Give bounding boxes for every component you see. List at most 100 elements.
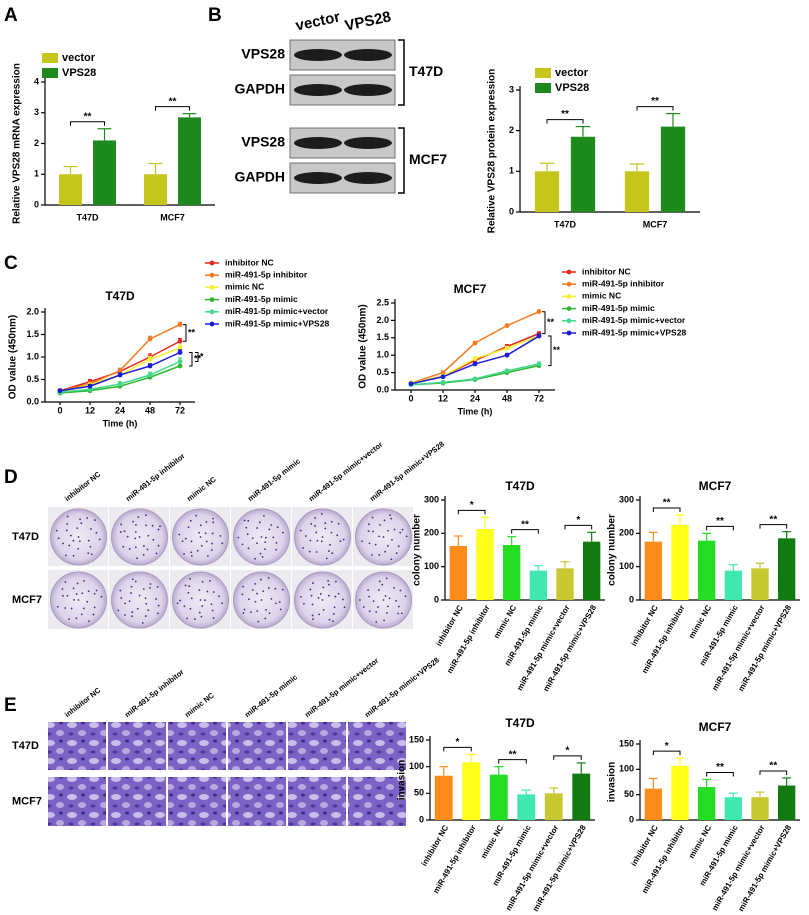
bar	[544, 793, 563, 820]
bar	[644, 541, 662, 600]
chart-title: T47D	[505, 479, 535, 493]
colony	[189, 577, 192, 580]
x-tick-label: inhibitor NC	[420, 823, 451, 867]
significance-label: **	[769, 761, 777, 772]
colony	[142, 588, 145, 590]
significance-label: **	[188, 327, 196, 337]
x-tick-label: mimic NC	[479, 823, 505, 860]
colony	[315, 531, 318, 534]
significance-label: *	[456, 737, 460, 748]
colony	[309, 539, 312, 542]
point	[536, 333, 542, 339]
bar	[660, 126, 686, 212]
colony	[124, 614, 126, 616]
colony	[151, 524, 154, 527]
y-tick-label: 100	[619, 561, 634, 571]
photo-column-label: miR-491-5p inhibitor	[123, 667, 186, 719]
colony	[189, 607, 192, 610]
significance-label: **	[651, 96, 659, 107]
colony	[314, 517, 317, 519]
bar	[434, 775, 453, 820]
colony	[155, 552, 158, 555]
point	[117, 381, 123, 387]
colony	[206, 590, 209, 593]
point	[177, 363, 183, 369]
legend-marker	[566, 281, 572, 287]
colony	[334, 580, 337, 583]
colony	[368, 542, 371, 545]
colony	[80, 613, 83, 616]
point	[472, 340, 478, 346]
cell-image	[48, 777, 106, 826]
colony	[66, 523, 69, 525]
colony	[324, 527, 327, 530]
colony	[383, 619, 385, 622]
colony	[62, 542, 65, 545]
colony	[198, 611, 201, 614]
significance-bracket	[195, 352, 199, 362]
panel-letter: E	[4, 695, 17, 716]
blot-band	[344, 172, 392, 184]
colony	[259, 552, 262, 555]
colony	[210, 603, 213, 606]
y-tick-label: 3	[509, 84, 514, 94]
bar	[778, 785, 796, 820]
colony	[311, 614, 314, 617]
bar	[144, 174, 167, 205]
colony	[210, 549, 213, 551]
colony	[146, 548, 149, 551]
blot-group-label: MCF7	[409, 151, 447, 167]
colony	[134, 546, 137, 549]
colony	[374, 543, 377, 546]
colony	[310, 523, 313, 525]
colony	[136, 557, 138, 560]
x-tick-label: T47D	[554, 219, 577, 229]
point	[177, 322, 183, 327]
point	[57, 388, 63, 394]
bar	[462, 762, 481, 820]
colony	[324, 522, 327, 525]
colony	[367, 530, 370, 533]
significance-bracket	[511, 529, 539, 534]
colony	[275, 541, 278, 544]
photo-row-label: T47D	[12, 740, 39, 752]
colony	[378, 553, 381, 556]
colony	[379, 523, 381, 526]
chart-title: MCF7	[699, 720, 732, 734]
colony	[272, 536, 275, 539]
colony	[142, 553, 145, 556]
colony	[310, 594, 313, 597]
colony	[152, 538, 155, 541]
colony	[327, 594, 330, 597]
colony	[258, 521, 261, 524]
colony	[119, 531, 122, 533]
x-tick-label: mimic NC	[492, 603, 518, 640]
colony	[317, 597, 320, 599]
point	[117, 372, 123, 378]
colony	[70, 607, 73, 610]
colony	[397, 545, 400, 548]
colony	[144, 597, 147, 600]
cell-image	[168, 777, 226, 826]
colony	[378, 589, 380, 591]
legend-marker	[566, 306, 572, 311]
legend-label: VPS28	[62, 67, 96, 79]
colony	[178, 533, 181, 536]
panel-letter: D	[4, 467, 18, 488]
colony	[322, 586, 325, 589]
x-tick-label: 24	[470, 393, 480, 403]
colony	[385, 612, 388, 614]
chart-title: MCF7	[699, 479, 732, 493]
colony	[196, 549, 199, 552]
colony	[276, 526, 279, 529]
bar	[449, 546, 467, 600]
colony	[375, 611, 378, 613]
photo-column-label: mimic NC	[183, 690, 216, 719]
colony	[250, 611, 252, 614]
y-tick-label: 300	[619, 494, 634, 504]
x-axis-label: Time (h)	[458, 406, 493, 416]
colony	[245, 526, 248, 529]
colony	[382, 599, 385, 601]
